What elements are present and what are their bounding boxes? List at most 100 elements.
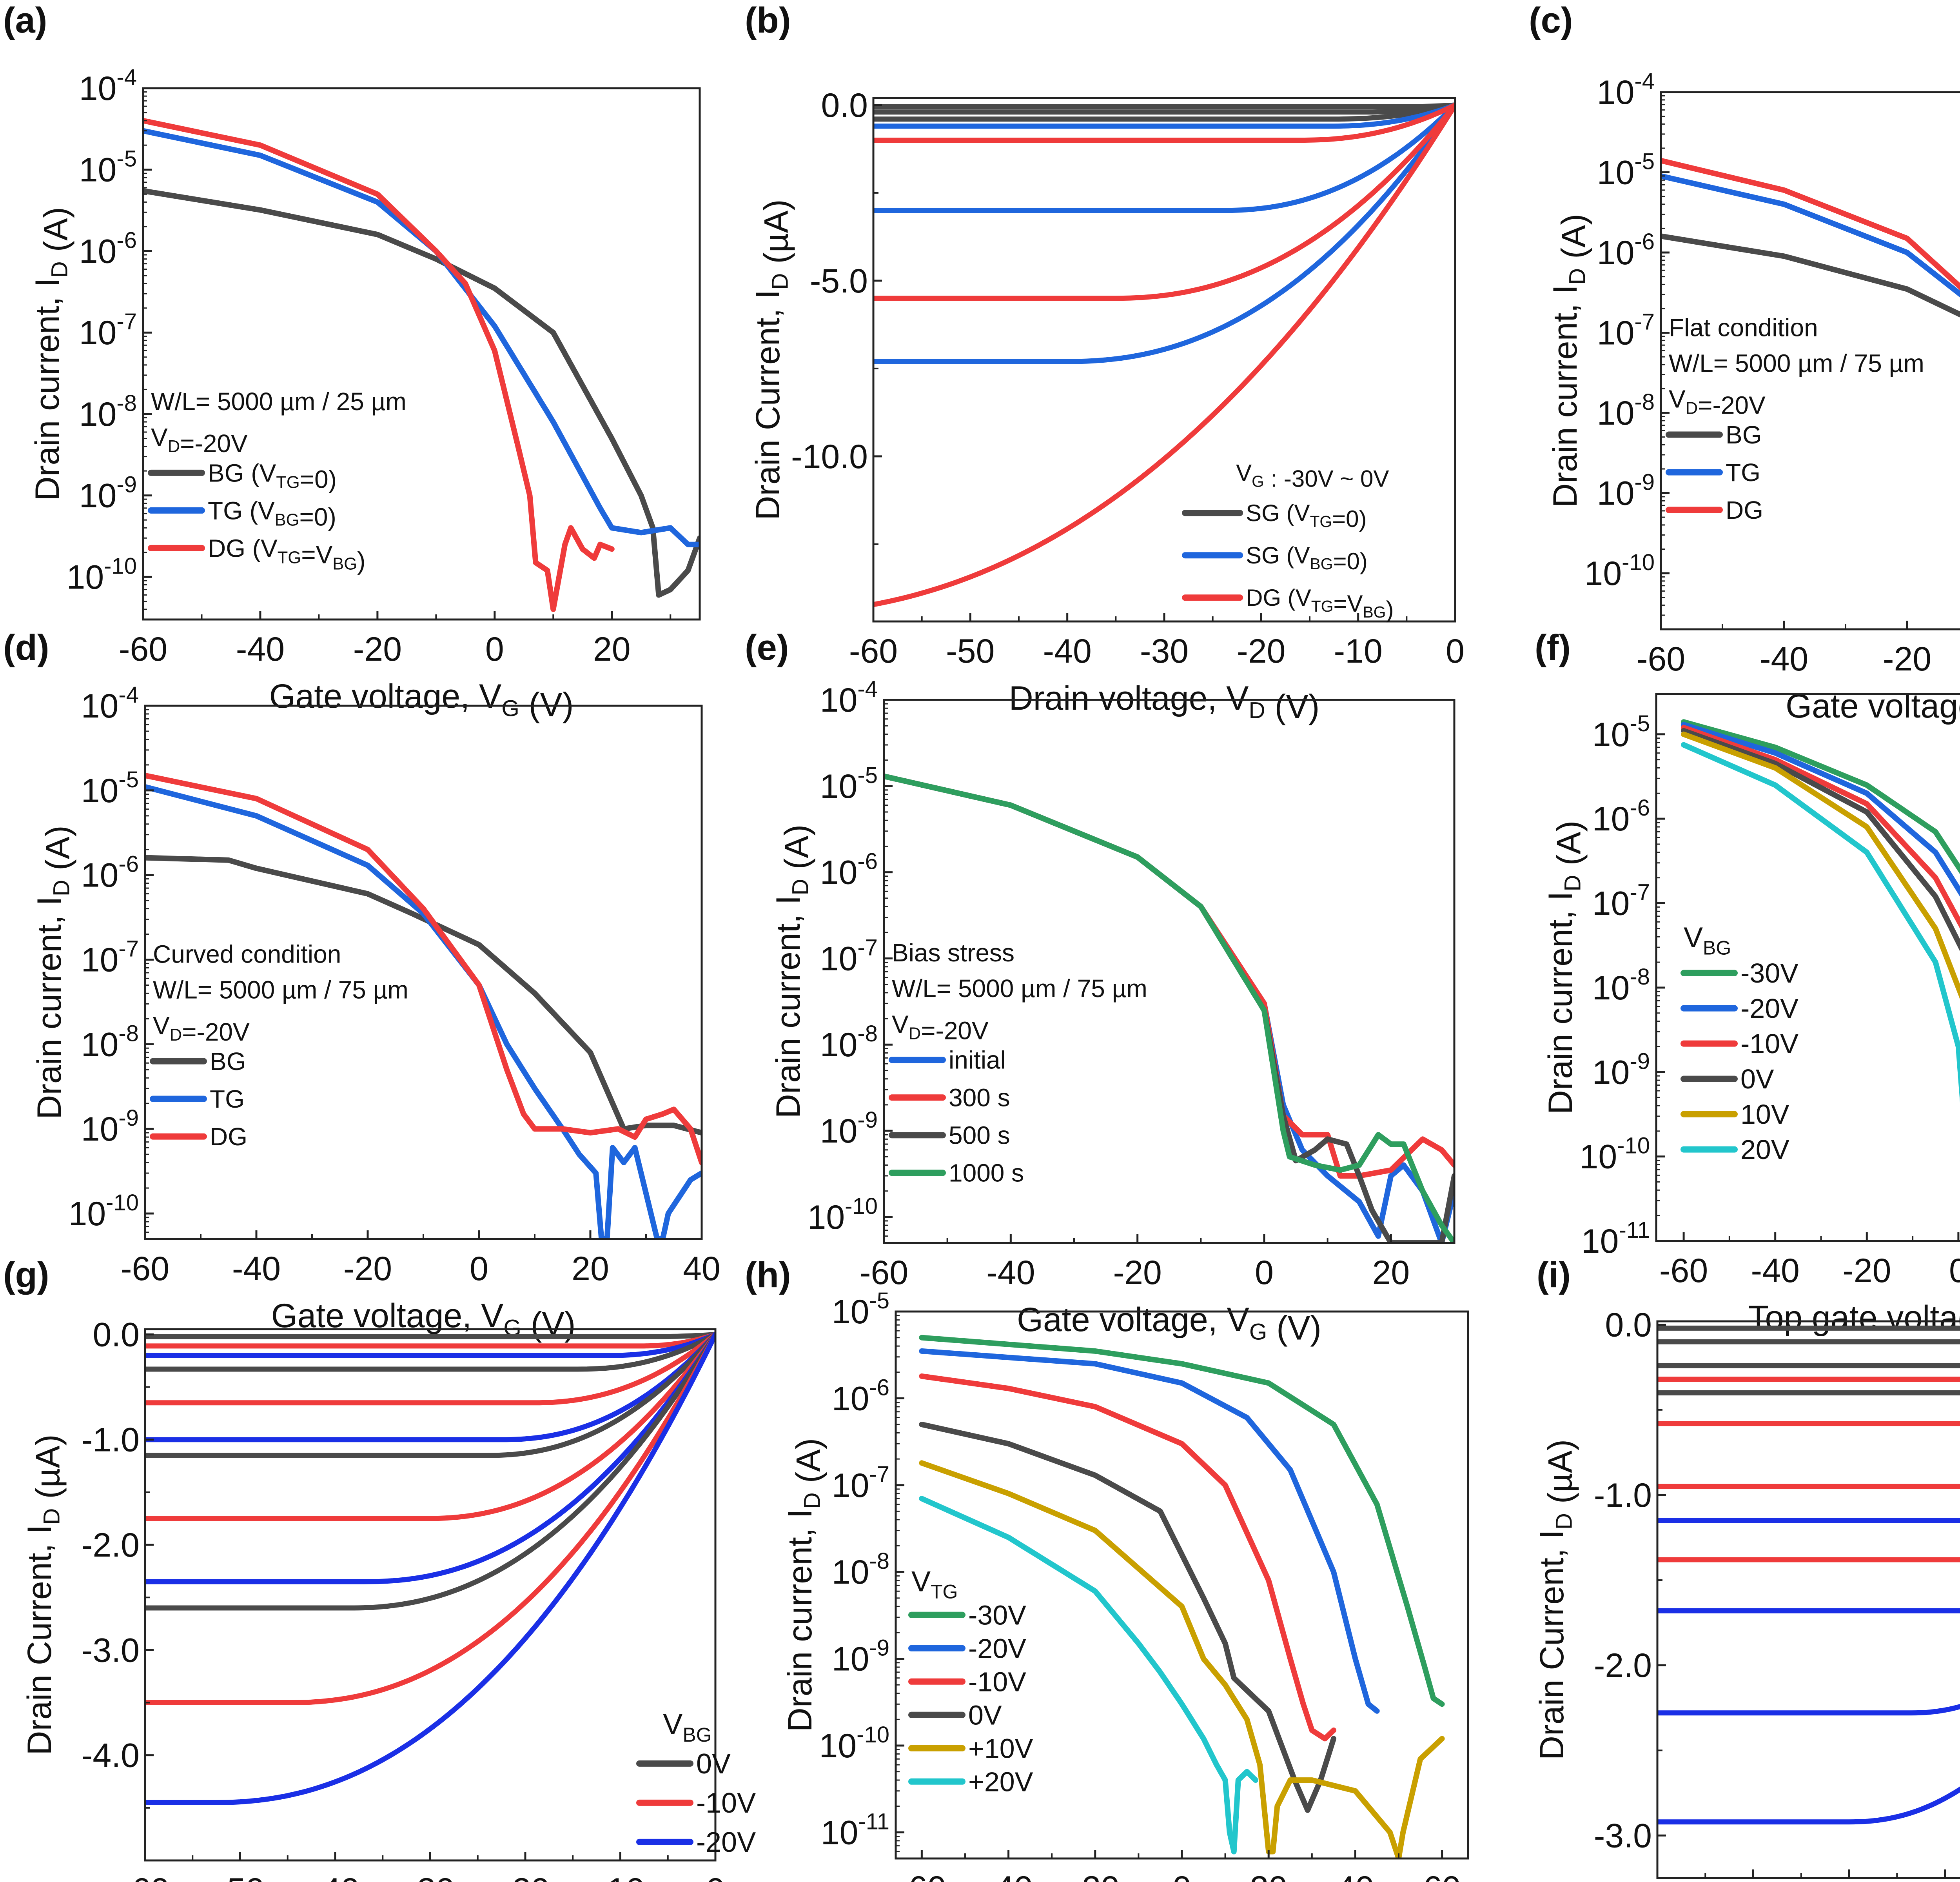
- y-tick-label: 10-7: [832, 1462, 889, 1504]
- y-tick-label: 10-4: [820, 676, 878, 719]
- legend-label: TG (VBG=0): [208, 496, 336, 531]
- legend-item: -10V: [636, 1788, 756, 1819]
- series-line-bg-v-tg-0-: [143, 188, 700, 598]
- legend-label: 20V: [1740, 1134, 1789, 1165]
- x-tick-label: 0: [470, 1250, 488, 1288]
- x-tick-label: -60: [121, 1250, 169, 1288]
- legend-item: -20V: [908, 1633, 1026, 1664]
- legend-label: SG (VTG=0): [1246, 500, 1367, 532]
- series-line--10v-b: [145, 1332, 715, 1406]
- legend-label: initial: [949, 1046, 1006, 1074]
- panel-label: (c): [1529, 0, 1573, 40]
- plot-frame: [1655, 693, 1960, 1242]
- panel-label: (g): [3, 1255, 49, 1295]
- legend-label: DG (VTG=VBG): [1246, 585, 1394, 623]
- x-tick-label: -60: [897, 1869, 946, 1882]
- legend-title: VBG: [663, 1708, 712, 1746]
- series-line-1000-s: [884, 773, 1454, 1243]
- annotation-text: W/L= 5000 µm / 75 µm: [1669, 349, 1924, 378]
- x-tick-label: -20: [343, 1250, 392, 1288]
- series-line-sg-v-bg-0-30v: [873, 102, 1455, 364]
- legend-label: +10V: [968, 1733, 1033, 1764]
- x-tick-label: 0: [1255, 1254, 1274, 1292]
- y-axis-label: Drain current, ID (A): [1542, 821, 1588, 1115]
- legend-label: 500 s: [949, 1121, 1010, 1150]
- legend-item: +10V: [908, 1733, 1033, 1764]
- y-tick-label: 10-6: [832, 1375, 889, 1417]
- y-tick-label: -2.0: [1594, 1647, 1652, 1684]
- y-tick-label: 10-5: [1597, 149, 1655, 192]
- y-tick-label: 10-5: [79, 146, 137, 189]
- x-tick-label: -50: [216, 1871, 264, 1882]
- x-tick-label: 20: [593, 630, 631, 668]
- y-tick-label: 10-5: [81, 767, 139, 810]
- y-tick-label: -3.0: [82, 1631, 140, 1669]
- y-tick-label: 10-7: [1597, 309, 1655, 352]
- panel-b: (b) -60 -50 -40 -30 -20 -10 0 0.0 -5.0 -10.0 Drain …: [745, 0, 1491, 726]
- x-tick-label: -20: [1842, 1252, 1891, 1290]
- y-axis-label: Drain current, ID (A): [31, 825, 77, 1119]
- series-line--10v-a: [1657, 1377, 1960, 1382]
- series-line--10v-d: [1657, 1557, 1960, 1562]
- annotation-text: VD=-20V: [1669, 385, 1766, 420]
- series-line-0v-c: [145, 1332, 715, 1458]
- series-line--20v: [1681, 722, 1960, 897]
- legend-item: +20V: [908, 1766, 1033, 1797]
- annotation-text: W/L= 5000 µm / 75 µm: [892, 974, 1147, 1003]
- y-tick-label: -10.0: [791, 438, 868, 476]
- y-tick-label: -2.0: [82, 1526, 140, 1564]
- series-line-dg-v-tg-v-bg-: [143, 118, 615, 612]
- legend-label: 0V: [1740, 1064, 1774, 1094]
- y-tick-label: 10-6: [81, 852, 139, 894]
- y-tick-label: 10-10: [67, 553, 137, 596]
- legend-item: -30V: [1681, 958, 1798, 988]
- y-tick-label: 0.0: [821, 87, 868, 124]
- y-tick-label: 10-8: [81, 1021, 139, 1063]
- legend-label: BG (VTG=0): [208, 459, 337, 493]
- series-group: [1661, 158, 1960, 318]
- legend-item: 0V: [908, 1700, 1002, 1730]
- series-line-sg-v-bg-0-20v: [873, 102, 1455, 213]
- legend-item: SG (VTG=0): [1182, 500, 1367, 532]
- y-tick-label: -3.0: [1594, 1817, 1652, 1855]
- y-tick-label: 10-10: [69, 1190, 139, 1233]
- legend-item: DG (VTG=VBG): [148, 534, 365, 575]
- series-line--10v: [1681, 725, 1960, 929]
- x-tick-label: -20: [1237, 632, 1285, 670]
- series-line-0v-c: [1657, 1363, 1960, 1368]
- y-tick-label: 10-10: [1580, 1133, 1650, 1176]
- x-tick-label: -60: [1659, 1252, 1708, 1290]
- x-tick-label: -20: [1883, 640, 1931, 678]
- legend-item: -20V: [636, 1827, 756, 1858]
- series-line-dg-20v: [873, 102, 1455, 301]
- series-line-sg-v-tg-0-30v: [873, 102, 1455, 122]
- legend-label: DG (VTG=VBG): [208, 534, 365, 575]
- x-tick-label: -40: [236, 630, 285, 668]
- legend-item: SG (VBG=0): [1182, 542, 1368, 574]
- y-tick-label: 10-5: [820, 763, 878, 805]
- chart-a: -60 -40 -20 0 20 10-4 10-5 10-6 10-7 10-8 10-9 10-1…: [29, 65, 701, 724]
- annotation-text: VD=-20V: [153, 1012, 250, 1046]
- series-line--20v: [919, 1496, 1258, 1855]
- y-tick-label: 10-8: [79, 391, 137, 433]
- series-line-dg-10v: [873, 102, 1455, 143]
- legend-item: 500 s: [889, 1121, 1010, 1150]
- series-line-dg: [1661, 158, 1960, 291]
- legend-label: BG: [210, 1047, 246, 1075]
- panel-i: (i)-60-50-40-30-20-1000.0-1.0-2.0-3.0Dra…: [1490, 1255, 1960, 1882]
- series-line-0v: [1681, 728, 1960, 952]
- legend-label: 10V: [1740, 1099, 1789, 1130]
- x-tick-label: -20: [353, 630, 402, 668]
- series-line-0v-a: [1657, 1325, 1960, 1331]
- x-tick-label: -60: [1637, 640, 1685, 678]
- legend-item: DG: [150, 1123, 247, 1151]
- legend-label: TG: [210, 1085, 245, 1113]
- y-tick-label: 10-6: [820, 849, 878, 892]
- legend-item: DG (VTG=VBG): [1182, 585, 1394, 623]
- y-tick-label: 10-6: [79, 227, 137, 270]
- series-line--10v: [919, 1373, 1337, 1742]
- x-tick-label: 0: [1949, 1252, 1960, 1290]
- series-line--20v-b: [145, 1332, 715, 1442]
- legend-item: 10V: [1681, 1099, 1789, 1130]
- chart-c: -60-40-2002010-410-510-610-710-810-910-1…: [1546, 69, 1960, 725]
